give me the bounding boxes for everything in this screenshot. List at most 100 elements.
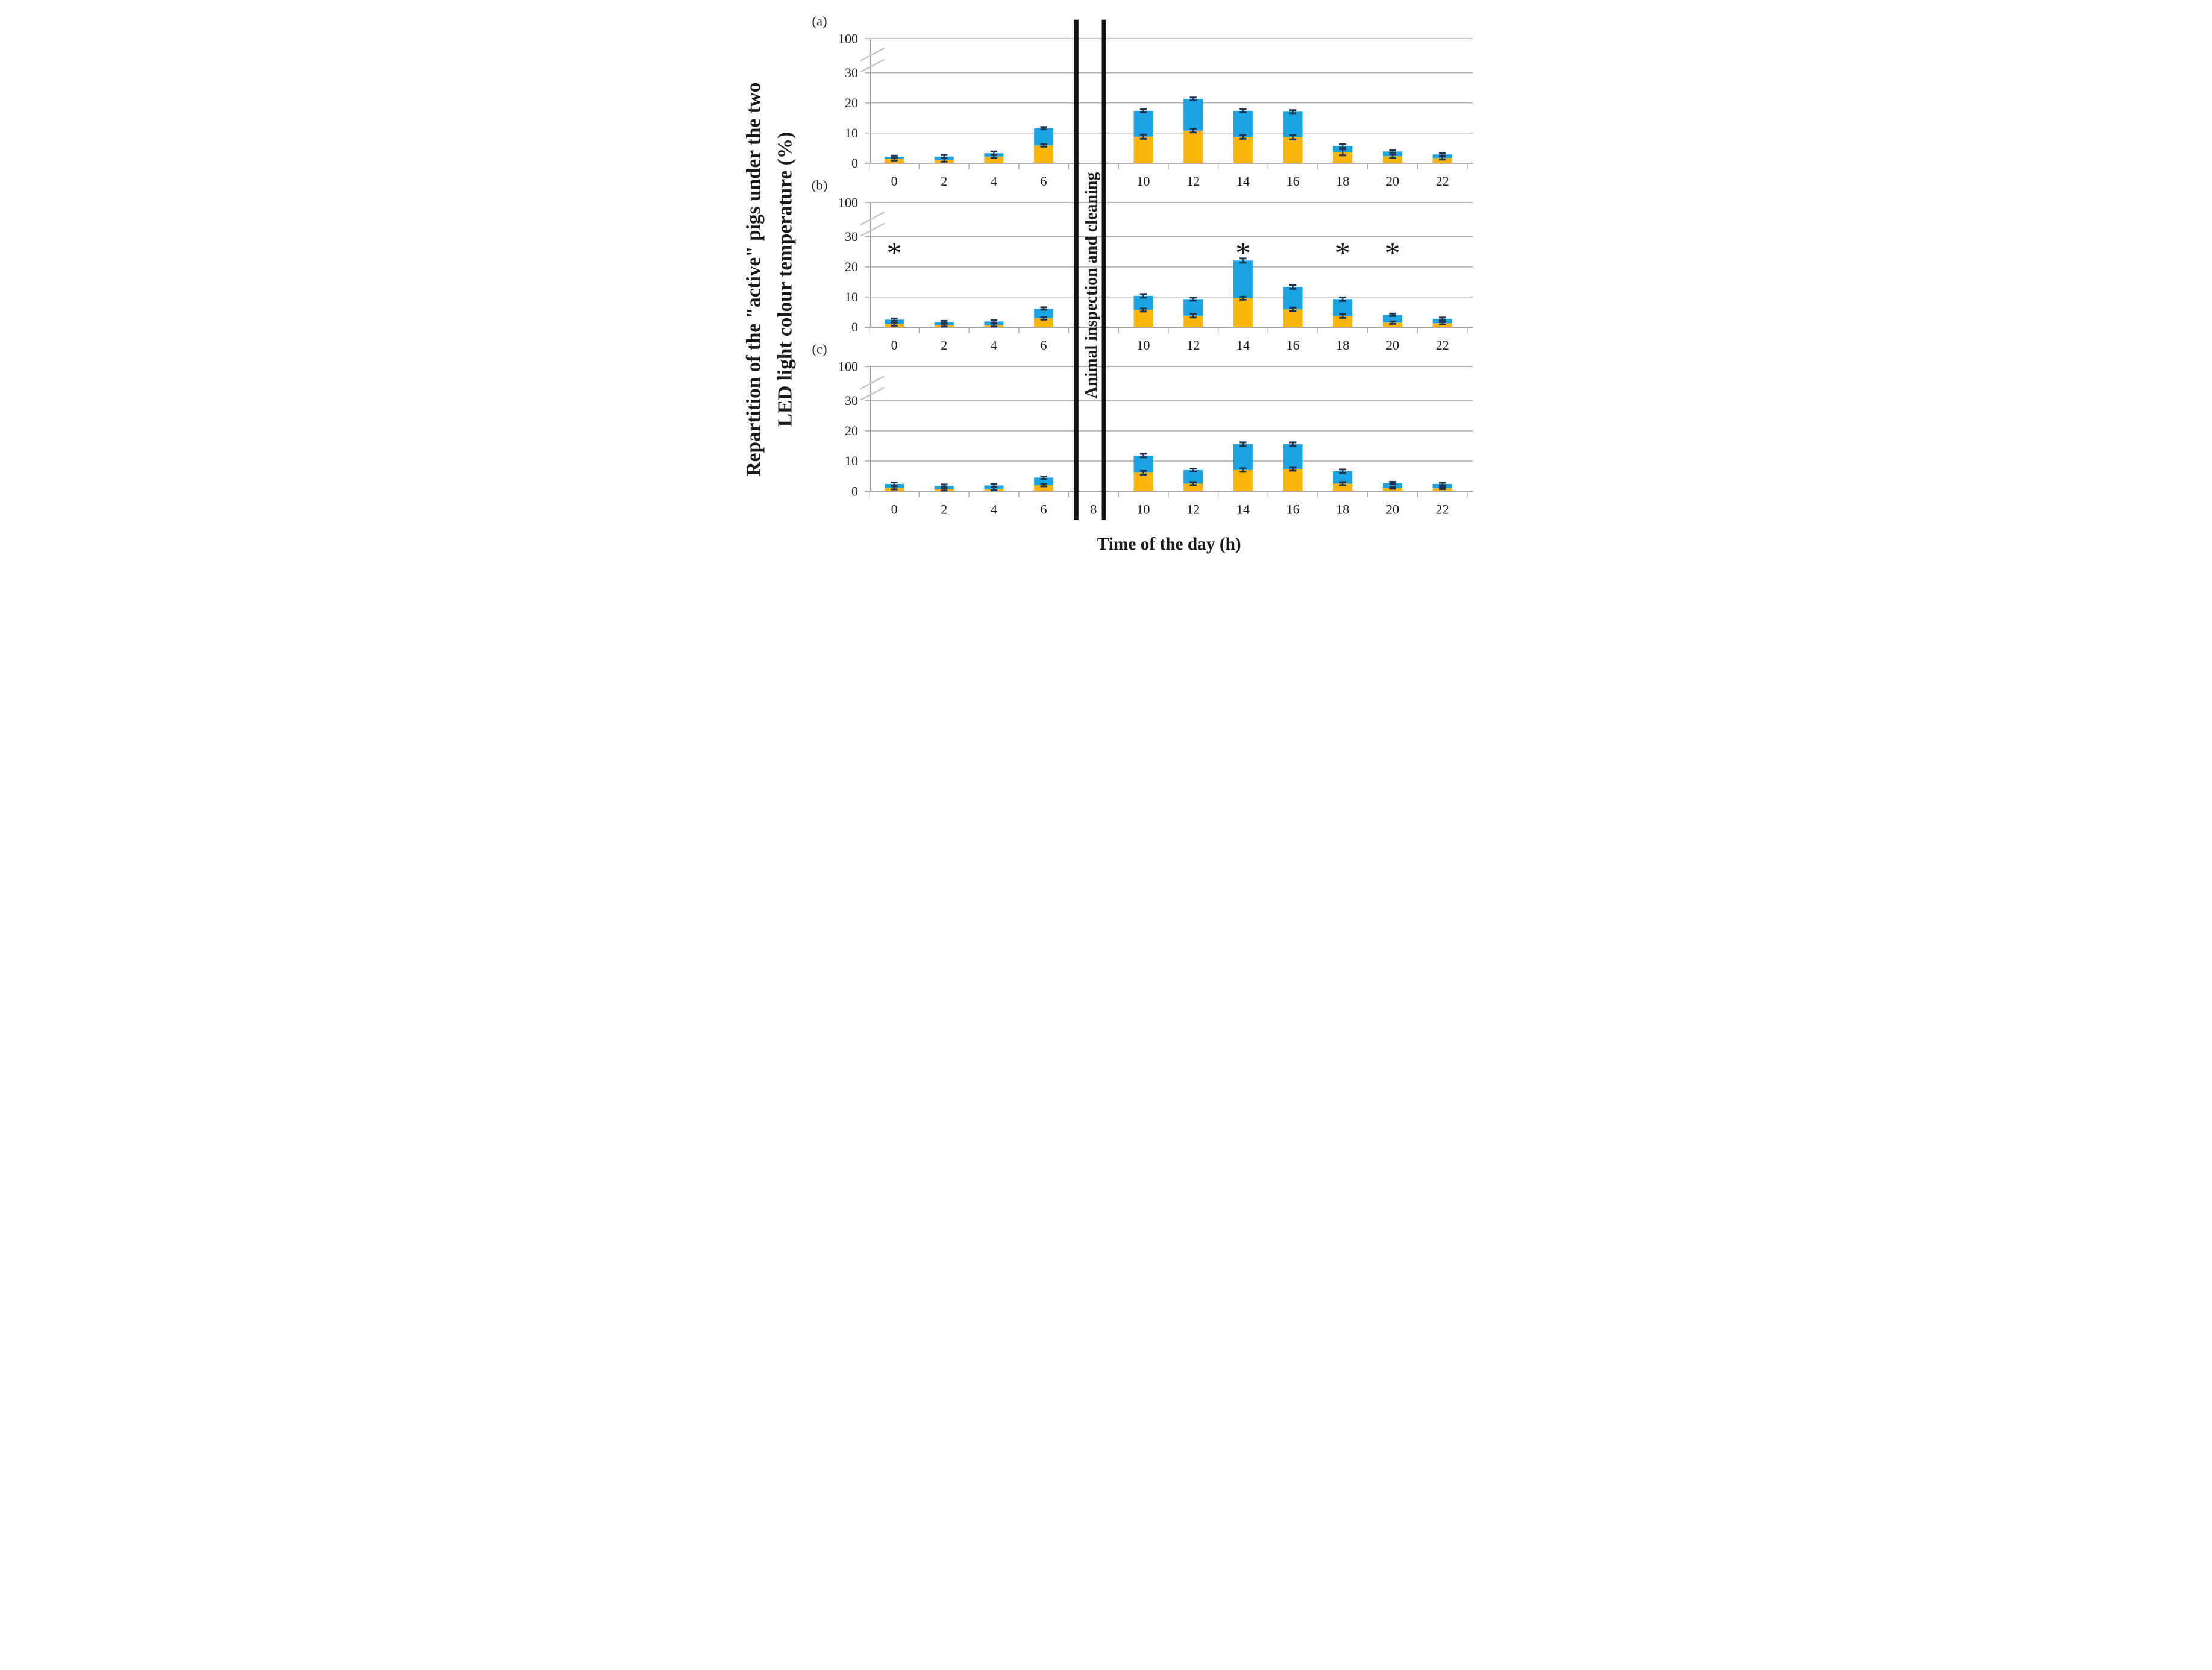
bar-segment-blue	[1283, 111, 1303, 137]
bar-segment-orange	[1382, 322, 1402, 327]
x-tick-label: 22	[1435, 337, 1449, 353]
bar-segment-orange	[1432, 158, 1452, 163]
axis-break-mark	[860, 386, 885, 401]
bar-segment-blue	[1183, 299, 1203, 316]
bar-segment-orange	[1183, 130, 1203, 163]
x-tick-label: 6	[1040, 337, 1047, 353]
bar-segment-blue	[1233, 444, 1253, 470]
x-tick-label: 22	[1435, 174, 1449, 189]
bar-segment-orange	[1033, 485, 1053, 491]
bar-segment-orange	[1133, 136, 1153, 163]
bar-segment-blue	[1183, 469, 1203, 484]
panel-letter-b: (b)	[811, 177, 827, 192]
x-tick-label: 16	[1286, 501, 1299, 516]
x-tick-label: 12	[1186, 174, 1200, 189]
significance-asterisk: *	[1335, 236, 1350, 269]
x-tick-label: 4	[990, 337, 997, 353]
center-band-label: Animal inspection and cleaning	[1082, 172, 1101, 399]
bar-segment-blue	[1332, 471, 1352, 484]
x-tick-label: 12	[1186, 337, 1200, 353]
x-tick-label: 14	[1236, 337, 1249, 353]
stacked-bar-figure: 0 10 20 30 100 0 2 4 6 10 12 14 16 18 20 22 0 10 20 30 100 0 2…	[737, 0, 1475, 557]
x-tick-label: 4	[990, 501, 997, 516]
bar-segment-blue	[1283, 287, 1303, 310]
panel-letter-c: (c)	[812, 342, 827, 357]
x-tick-label: 10	[1136, 501, 1150, 516]
bar-segment-orange	[1033, 145, 1053, 163]
panel-letter-a: (a)	[812, 13, 827, 28]
axis-break-mark	[860, 48, 885, 61]
x-tick-label: 10	[1136, 174, 1150, 189]
bar-segment-blue	[1033, 128, 1053, 146]
x-tick-label: 2	[941, 501, 947, 516]
x-tick-label: 8	[1090, 501, 1097, 516]
x-tick-label: 20	[1385, 501, 1399, 516]
bar-segment-blue	[1033, 308, 1053, 319]
x-tick-label: 0	[891, 174, 897, 189]
x-tick-label: 14	[1236, 174, 1249, 189]
x-tick-label: 16	[1286, 174, 1299, 189]
bar-segment-blue	[1382, 483, 1402, 488]
significance-asterisk: *	[886, 236, 901, 269]
divider-line	[1101, 19, 1106, 520]
axis-break-mark	[860, 58, 885, 73]
y-tick-label: 30	[845, 393, 858, 408]
x-tick-label: 2	[941, 174, 947, 189]
y-axis-title-line1: Repartition of the "active" pigs under t…	[742, 83, 765, 477]
bar-segment-orange	[1233, 137, 1253, 163]
bar-segment-orange	[983, 156, 1003, 163]
bar-segment-orange	[1332, 152, 1352, 163]
y-tick-label: 10	[845, 125, 858, 140]
bar-segment-blue	[1233, 110, 1253, 137]
x-axis-title: Time of the day (h)	[1097, 535, 1241, 554]
divider-line	[1073, 19, 1079, 520]
bar-segment-orange	[1283, 137, 1303, 163]
bar-segment-orange	[1183, 315, 1203, 327]
y-tick-label: 100	[838, 31, 858, 46]
y-tick-label: 0	[851, 155, 858, 171]
x-tick-label: 22	[1435, 501, 1449, 516]
bar-segment-orange	[1332, 483, 1352, 491]
axis-break-mark	[860, 222, 885, 237]
x-tick-label: 18	[1336, 174, 1349, 189]
bar-segment-orange	[1233, 298, 1253, 327]
significance-asterisk: *	[1235, 236, 1250, 269]
y-tick-label: 30	[845, 65, 858, 80]
bar-segment-blue	[1033, 477, 1053, 485]
bar-segment-blue	[1233, 260, 1253, 298]
x-tick-label: 18	[1336, 501, 1349, 516]
bar-segment-orange	[1332, 316, 1352, 327]
y-tick-label: 0	[851, 319, 858, 334]
bar-segment-orange	[1233, 469, 1253, 491]
x-tick-label: 12	[1186, 501, 1200, 516]
x-tick-label: 0	[891, 337, 897, 353]
y-axis-title-line2: LED light colour temperature (%)	[774, 132, 796, 427]
x-tick-label: 2	[941, 337, 947, 353]
bar-segment-blue	[1133, 455, 1153, 473]
x-tick-label: 18	[1336, 337, 1349, 353]
x-tick-label: 20	[1385, 337, 1399, 353]
bar-segment-blue	[1332, 299, 1352, 316]
bar-segment-orange	[1283, 309, 1303, 327]
x-tick-label: 14	[1236, 501, 1249, 516]
x-tick-label: 4	[990, 174, 997, 189]
bar-segment-blue	[1382, 315, 1402, 323]
bar-segment-orange	[1183, 483, 1203, 491]
x-tick-label: 6	[1040, 174, 1047, 189]
y-tick-label: 20	[845, 259, 858, 274]
bar-segment-blue	[1133, 295, 1153, 310]
y-tick-label: 0	[851, 483, 858, 498]
bar-segment-orange	[1133, 472, 1153, 491]
y-tick-label: 10	[845, 289, 858, 304]
x-tick-label: 16	[1286, 337, 1299, 353]
x-tick-label: 0	[891, 501, 897, 516]
y-tick-label: 20	[845, 423, 858, 438]
y-tick-label: 30	[845, 229, 858, 244]
x-tick-label: 10	[1136, 337, 1150, 353]
x-tick-label: 20	[1385, 174, 1399, 189]
bar-segment-orange	[1033, 318, 1053, 327]
bar-segment-blue	[1133, 110, 1153, 137]
bar-segment-orange	[1283, 469, 1303, 491]
